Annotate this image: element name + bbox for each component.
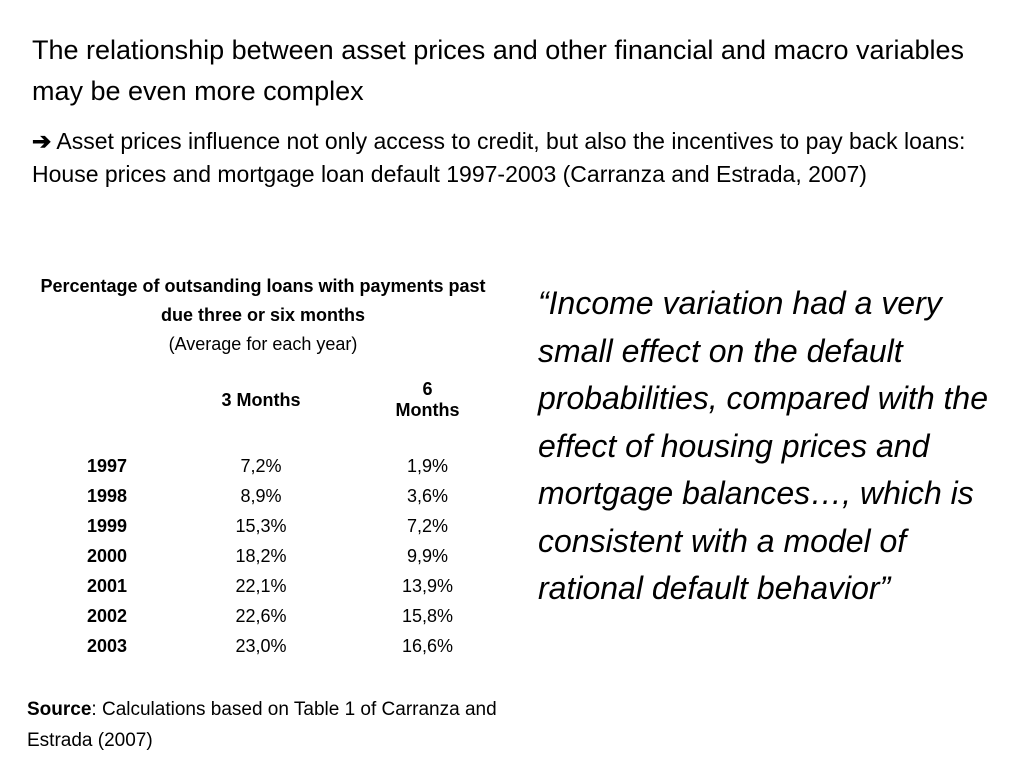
default-rate-table: 3 Months 6 Months 1997 7,2% 1,9% 1998 8,…: [32, 379, 465, 661]
arrow-icon: ➔: [32, 128, 52, 154]
table-title: Percentage of outsanding loans with paym…: [40, 276, 486, 325]
three-month-cell: 15,3%: [235, 515, 287, 536]
six-month-cell: 15,8%: [401, 605, 454, 626]
slide-title: The relationship between asset prices an…: [32, 35, 965, 106]
slide-subtitle: ➔ Asset prices influence not only access…: [32, 125, 1017, 191]
year-cell: 2001: [86, 575, 127, 596]
three-month-cell: 22,1%: [235, 575, 287, 596]
quote-text: “Income variation had a very small effec…: [538, 285, 989, 606]
table-row: 2002 22,6% 15,8%: [32, 601, 465, 631]
table-row: 1999 15,3% 7,2%: [32, 511, 465, 541]
header-3-months: 3 Months: [221, 389, 301, 410]
three-month-cell: 8,9%: [240, 485, 282, 506]
year-cell: 1999: [86, 515, 127, 536]
six-month-cell: 3,6%: [406, 485, 449, 506]
year-cell: 2002: [86, 605, 127, 626]
table-row: 2001 22,1% 13,9%: [32, 571, 465, 601]
header-year: [32, 379, 127, 421]
year-cell: 2003: [86, 635, 127, 656]
header-6-months: 6 Months: [395, 379, 460, 420]
table-subtitle: (Average for each year): [168, 334, 358, 354]
six-month-cell: 13,9%: [401, 575, 454, 596]
table-spacer-row: [32, 421, 465, 451]
six-month-cell: 7,2%: [406, 515, 449, 536]
year-cell: 1998: [86, 485, 127, 506]
source-text: : Calculations based on Table 1 of Carra…: [27, 699, 497, 751]
table-row: 2003 23,0% 16,6%: [32, 631, 465, 661]
six-month-cell: 9,9%: [406, 545, 449, 566]
table-row: 1997 7,2% 1,9%: [32, 451, 465, 481]
table-header-row: 3 Months 6 Months: [32, 379, 465, 421]
six-month-cell: 16,6%: [401, 635, 454, 656]
source-note: Source: Calculations based on Table 1 of…: [27, 694, 497, 756]
table-row: 2000 18,2% 9,9%: [32, 541, 465, 571]
three-month-cell: 7,2%: [240, 455, 282, 476]
three-month-cell: 18,2%: [235, 545, 287, 566]
table-row: 1998 8,9% 3,6%: [32, 481, 465, 511]
source-label: Source: [27, 699, 92, 720]
default-rate-table-block: Percentage of outsanding loans with paym…: [32, 272, 494, 661]
subtitle-text: Asset prices influence not only access t…: [32, 128, 966, 187]
three-month-cell: 22,6%: [235, 605, 287, 626]
six-month-cell: 1,9%: [406, 455, 449, 476]
three-month-cell: 23,0%: [235, 635, 287, 656]
year-cell: 1997: [86, 455, 127, 476]
year-cell: 2000: [86, 545, 127, 566]
